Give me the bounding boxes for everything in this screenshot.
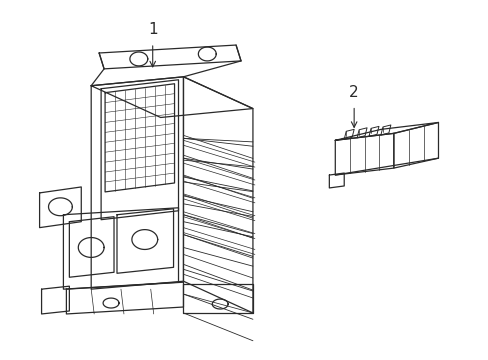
Text: 1: 1 [147,22,157,37]
Text: 2: 2 [348,85,358,100]
